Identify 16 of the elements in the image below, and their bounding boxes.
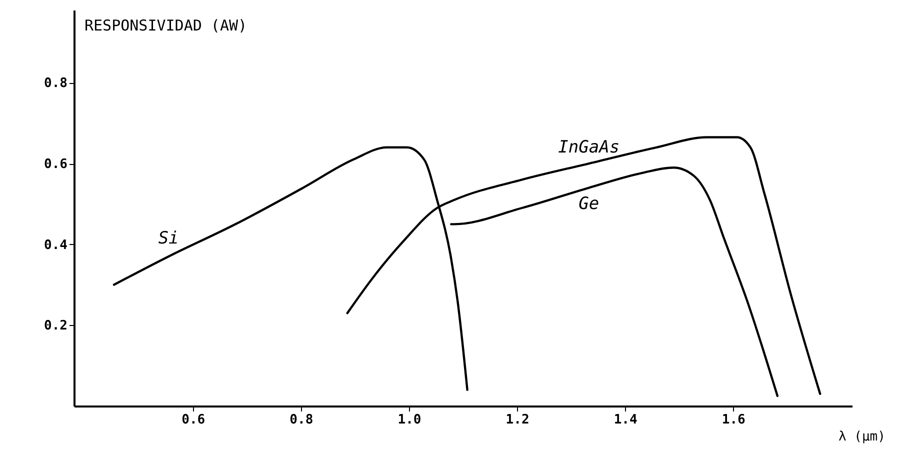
line-series bbox=[450, 166, 779, 397]
x-tick-label: 1.4 bbox=[614, 412, 638, 428]
series-label: InGaAs bbox=[558, 138, 620, 158]
y-tick-label: 0.6 bbox=[44, 157, 68, 172]
series-label: Si bbox=[158, 228, 179, 248]
x-axis-title: λ (μm) bbox=[838, 430, 886, 444]
x-tick-label: 0.6 bbox=[182, 412, 206, 428]
y-tick-label: 0.8 bbox=[44, 76, 68, 92]
y-axis-title: RESPONSIVIDAD (AW) bbox=[84, 16, 248, 34]
x-tick-label: 1.0 bbox=[398, 412, 422, 428]
x-tick-label: 0.8 bbox=[290, 412, 314, 428]
y-tick-label: 0.2 bbox=[44, 318, 68, 334]
x-tick-label: 1.2 bbox=[506, 412, 530, 428]
y-tick-label: 0.4 bbox=[44, 238, 68, 253]
series-label: Ge bbox=[578, 194, 600, 214]
x-tick-label: 1.6 bbox=[722, 412, 746, 428]
